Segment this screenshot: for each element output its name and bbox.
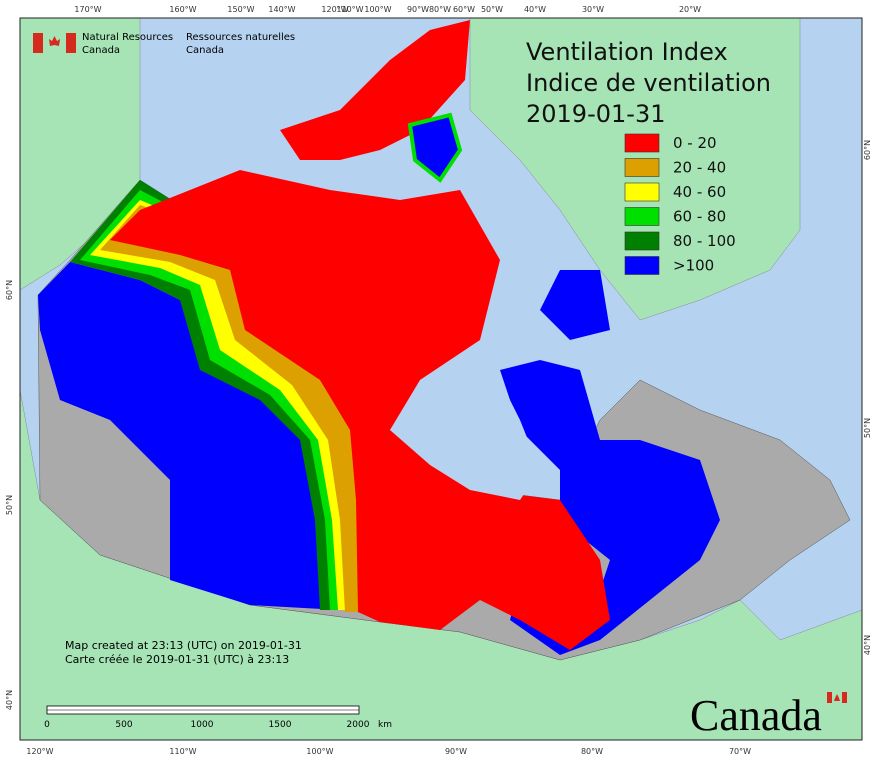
map-note: Carte créée le 2019-01-31 (UTC) à 23:13 [65,653,289,666]
legend-swatch [624,256,660,275]
scale-label: 1500 [269,720,292,730]
legend-swatch [624,231,660,251]
agency-en: Canada [82,45,120,56]
graticule-label: 60°W [453,5,475,14]
hudson-bay [390,370,540,500]
legend-label: 60 - 80 [673,208,726,226]
graticule-label: 50°N [863,418,872,438]
agency-fr: Ressources naturelles [186,32,295,43]
graticule-label: 50°N [5,495,14,515]
legend-label: >100 [673,257,714,275]
legend-label: 20 - 40 [673,159,726,177]
zone-20 [100,205,360,612]
scale-label: 500 [115,720,132,730]
wordmark-flag [827,692,847,703]
legend-label: 0 - 20 [673,134,717,152]
graticule-label: 60°N [863,140,872,160]
graticule-label: 80°W [429,5,451,14]
graticule-label: 40°W [524,5,546,14]
graticule-label: 90°W [445,747,467,756]
map-note: Map created at 23:13 (UTC) on 2019-01-31 [65,639,302,652]
graticule-label: 50°W [481,5,503,14]
zone-blue-west [38,262,340,610]
graticule-label: 140°W [268,5,295,14]
scale-label: 1000 [191,720,214,730]
legend-swatch [624,133,660,153]
graticule-label: 20°W [679,5,701,14]
graticule-label: 110°W [336,5,363,14]
map-title: Indice de ventilation [526,69,771,97]
graticule-label: 80°W [581,747,603,756]
wordmark: Canada [690,691,822,740]
map-title: 2019-01-31 [526,100,665,128]
scale-unit: km [378,720,392,730]
legend-swatch [624,182,660,202]
graticule-label: 40°N [863,635,872,655]
graticule-label: 70°W [729,747,751,756]
scale-label: 2000 [347,720,370,730]
zone-0 [110,170,610,650]
frame [19,17,863,741]
graticule-label: 90°W [407,5,429,14]
flag-logo [33,33,76,53]
legend-label: 40 - 60 [673,183,726,201]
graticule-label: 150°W [227,5,254,14]
graticule-label: 160°W [169,5,196,14]
graticule-label: 120°W [321,5,348,14]
zone-blue-baffin [540,270,610,340]
graticule-label: 170°W [74,5,101,14]
graticule-label: 30°W [582,5,604,14]
graticule-label: 120°W [26,747,53,756]
legend-label: 80 - 100 [673,232,736,250]
map-title: Ventilation Index [526,38,728,66]
legend-swatch [624,158,660,177]
scale-label: 0 [44,720,50,730]
graticule-label: 110°W [169,747,196,756]
zone-blue-north [407,112,463,183]
zone-blue-east [500,360,720,655]
graticule-label: 100°W [306,747,333,756]
agency-en: Natural Resources [82,32,173,43]
agency-fr: Canada [186,45,224,56]
graticule-label: 60°N [5,280,14,300]
graticule-label: 100°W [364,5,391,14]
graticule-label: 40°N [5,690,14,710]
legend-swatch [624,207,660,226]
